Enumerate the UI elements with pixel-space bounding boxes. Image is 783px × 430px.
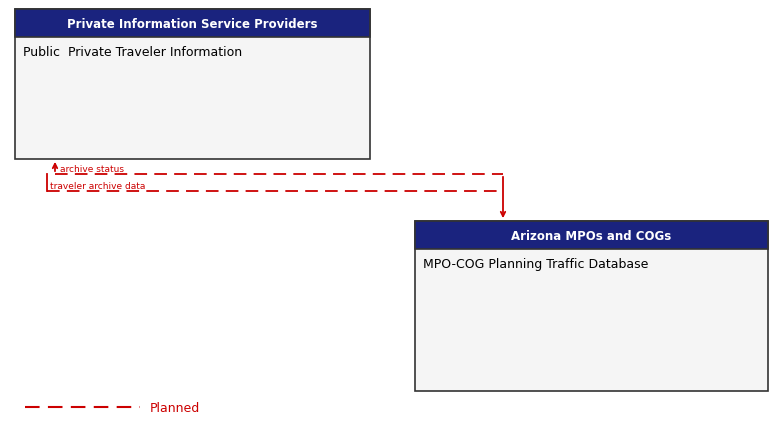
Text: archive status: archive status — [60, 165, 124, 174]
Text: Planned: Planned — [150, 401, 200, 414]
Bar — [15, 10, 370, 38]
Text: Private Information Service Providers: Private Information Service Providers — [67, 18, 318, 31]
Text: traveler archive data: traveler archive data — [50, 181, 146, 190]
Bar — [415, 221, 768, 391]
Text: MPO-COG Planning Traffic Database: MPO-COG Planning Traffic Database — [423, 258, 648, 270]
Text: Public  Private Traveler Information: Public Private Traveler Information — [23, 46, 242, 59]
Bar — [15, 10, 370, 160]
Bar — [415, 221, 768, 249]
Text: Arizona MPOs and COGs: Arizona MPOs and COGs — [511, 229, 672, 242]
